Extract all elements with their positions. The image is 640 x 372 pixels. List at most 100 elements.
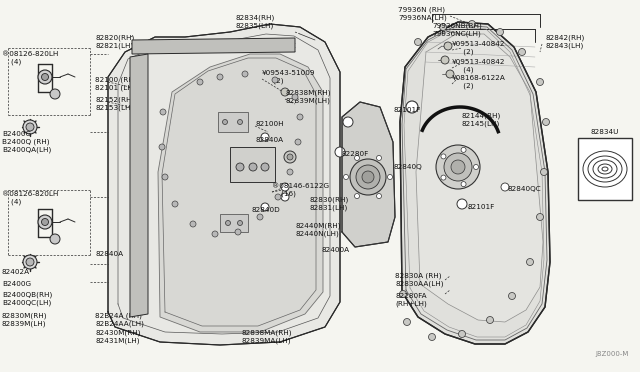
- Circle shape: [287, 169, 293, 175]
- Text: 82834U: 82834U: [591, 129, 619, 135]
- Circle shape: [261, 163, 269, 171]
- Circle shape: [355, 155, 360, 160]
- Text: 82840Q: 82840Q: [393, 164, 422, 170]
- Text: 82B24A (RH)
82B24AA(LH): 82B24A (RH) 82B24AA(LH): [95, 313, 144, 327]
- Text: 82101F: 82101F: [468, 204, 495, 210]
- Circle shape: [275, 194, 281, 200]
- Circle shape: [451, 160, 465, 174]
- Circle shape: [42, 74, 49, 80]
- Circle shape: [536, 78, 543, 86]
- Circle shape: [281, 183, 289, 191]
- Circle shape: [497, 29, 504, 35]
- Text: ¥09513-40842
     (2): ¥09513-40842 (2): [452, 41, 506, 55]
- Circle shape: [356, 165, 380, 189]
- Circle shape: [272, 77, 278, 83]
- Circle shape: [457, 199, 467, 209]
- Polygon shape: [342, 102, 395, 247]
- Circle shape: [287, 154, 293, 160]
- Text: 82280FA
(RH+LH): 82280FA (RH+LH): [395, 293, 427, 307]
- Text: 82430M(RH)
82431M(LH): 82430M(RH) 82431M(LH): [95, 330, 141, 344]
- Circle shape: [527, 259, 534, 266]
- Circle shape: [159, 144, 165, 150]
- Circle shape: [217, 74, 223, 80]
- Polygon shape: [130, 54, 148, 317]
- Circle shape: [362, 171, 374, 183]
- Circle shape: [225, 221, 230, 225]
- Circle shape: [242, 71, 248, 77]
- Text: 79936NB(RH)
79936NC(LH): 79936NB(RH) 79936NC(LH): [432, 23, 482, 37]
- Polygon shape: [416, 34, 543, 322]
- Text: B2400G: B2400G: [2, 281, 31, 287]
- Circle shape: [38, 70, 52, 84]
- Text: ®08126-820LH
    (4): ®08126-820LH (4): [2, 51, 58, 65]
- Circle shape: [237, 221, 243, 225]
- Text: B2400Q (RH)
B2400QA(LH): B2400Q (RH) B2400QA(LH): [2, 139, 51, 153]
- Circle shape: [350, 159, 386, 195]
- Circle shape: [441, 56, 449, 64]
- Text: ¥08168-6122A
     (2): ¥08168-6122A (2): [452, 75, 506, 89]
- Circle shape: [50, 89, 60, 99]
- Circle shape: [461, 182, 466, 187]
- Circle shape: [441, 175, 446, 180]
- Text: 82830(RH)
82831(LH): 82830(RH) 82831(LH): [310, 197, 349, 211]
- Text: 82842(RH)
82843(LH): 82842(RH) 82843(LH): [545, 35, 584, 49]
- Text: 82838M(RH)
82B39M(LH): 82838M(RH) 82B39M(LH): [285, 90, 330, 104]
- Circle shape: [26, 258, 34, 266]
- Text: 82400A: 82400A: [322, 247, 350, 253]
- Circle shape: [257, 214, 263, 220]
- Polygon shape: [158, 54, 323, 332]
- Circle shape: [441, 154, 446, 159]
- Circle shape: [50, 234, 60, 244]
- Bar: [218, 112, 248, 132]
- Text: 79936N (RH)
79936NA(LH): 79936N (RH) 79936NA(LH): [398, 7, 447, 21]
- Bar: [230, 147, 275, 182]
- Circle shape: [292, 94, 298, 100]
- Circle shape: [440, 23, 447, 31]
- Text: ®08126-820LH
    (4): ®08126-820LH (4): [2, 191, 58, 205]
- Circle shape: [237, 119, 243, 125]
- Text: 82101F: 82101F: [393, 107, 420, 113]
- Circle shape: [281, 88, 289, 96]
- Circle shape: [23, 255, 37, 269]
- Circle shape: [284, 151, 296, 163]
- Circle shape: [509, 292, 515, 299]
- Circle shape: [474, 164, 479, 170]
- Text: 82100 (RH)
82101 (LH): 82100 (RH) 82101 (LH): [95, 77, 136, 91]
- Circle shape: [355, 193, 360, 199]
- Circle shape: [444, 42, 452, 50]
- Circle shape: [160, 109, 166, 115]
- Polygon shape: [400, 22, 550, 344]
- Circle shape: [172, 201, 178, 207]
- Circle shape: [235, 229, 241, 235]
- Text: 82840D: 82840D: [252, 207, 281, 213]
- Text: 82100H: 82100H: [255, 121, 284, 127]
- Circle shape: [38, 215, 52, 229]
- Text: 82830A (RH)
82830AA(LH): 82830A (RH) 82830AA(LH): [395, 273, 444, 287]
- Polygon shape: [132, 38, 295, 54]
- Circle shape: [343, 117, 353, 127]
- Circle shape: [223, 119, 227, 125]
- Circle shape: [335, 147, 345, 157]
- Circle shape: [406, 101, 418, 113]
- Circle shape: [236, 163, 244, 171]
- Circle shape: [429, 334, 435, 340]
- Text: 82820(RH)
82821(LH): 82820(RH) 82821(LH): [95, 35, 134, 49]
- Circle shape: [23, 120, 37, 134]
- Text: 82834(RH)
82835(LH): 82834(RH) 82835(LH): [235, 15, 275, 29]
- Circle shape: [403, 318, 410, 326]
- Text: 82402A: 82402A: [2, 269, 30, 275]
- Circle shape: [42, 218, 49, 225]
- Circle shape: [543, 119, 550, 125]
- Circle shape: [541, 169, 547, 176]
- Circle shape: [536, 214, 543, 221]
- Circle shape: [376, 193, 381, 199]
- Circle shape: [295, 139, 301, 145]
- Text: 82830M(RH)
82839M(LH): 82830M(RH) 82839M(LH): [2, 313, 47, 327]
- Text: B2400QB(RH)
B2400QC(LH): B2400QB(RH) B2400QC(LH): [2, 292, 52, 306]
- Text: 82280F: 82280F: [342, 151, 369, 157]
- Text: 82152(RH)
82153(LH): 82152(RH) 82153(LH): [95, 97, 134, 111]
- Circle shape: [249, 163, 257, 171]
- Circle shape: [376, 155, 381, 160]
- Text: ®08146-6122G
    (16): ®08146-6122G (16): [272, 183, 329, 197]
- Text: ¥09513-40842
     (4): ¥09513-40842 (4): [452, 59, 506, 73]
